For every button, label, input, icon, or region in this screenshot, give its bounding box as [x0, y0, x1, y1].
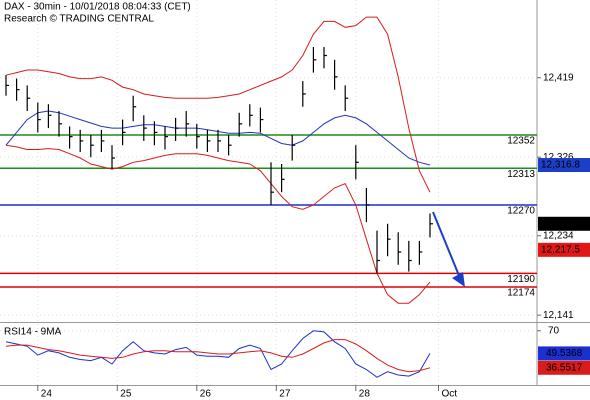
level-label: 12352 [507, 136, 535, 147]
rsi-tag [538, 360, 590, 375]
arrow-head [452, 272, 465, 287]
x-tick-label: 25 [120, 389, 132, 400]
overlay-line [5, 144, 431, 304]
rsi-tag-label: 36.5517 [546, 362, 583, 373]
level-label: 12190 [507, 274, 535, 285]
level-label: 12313 [507, 169, 535, 180]
overlay-line [5, 16, 431, 193]
rsi-panel: 70 [0, 325, 560, 378]
price-tag [538, 242, 590, 257]
price-tag [538, 216, 590, 231]
price-tag-label: 12,217.5 [541, 244, 580, 255]
y-tick-label: 12,419 [543, 72, 574, 83]
chart-title: DAX - 30min - 10/01/2018 08:04:33 (CET) [4, 2, 191, 13]
overlay-layer: 12,316.8 12,248 12,217.5 49.5368 36.5517 [538, 158, 590, 375]
rsi-tag [538, 346, 590, 361]
forecast-arrow [432, 211, 461, 279]
rsi-tag-label: 49.5368 [546, 348, 583, 359]
rsi-y-tick-label: 70 [548, 325, 560, 336]
rsi-title: RSI14 - 9MA [4, 327, 62, 338]
price-tag-label: 12,248 [541, 218, 572, 229]
price-tag [538, 158, 590, 173]
rsi-line [5, 330, 431, 378]
x-tick-label: 26 [200, 389, 212, 400]
y-tick-label: 12,234 [543, 230, 574, 241]
chart-subtitle: Research © TRADING CENTRAL [4, 14, 154, 25]
price-panel: 12,419 12,326 12,234 12,141 24 25 26 27 28 Oct 123… [0, 0, 574, 400]
x-tick-label: 28 [359, 389, 371, 400]
x-tick-label: 27 [279, 389, 291, 400]
y-tick-label: 12,326 [543, 152, 574, 163]
x-tick-label: Oct [441, 389, 457, 400]
x-tick-label: 24 [41, 389, 53, 400]
level-label: 12174 [507, 288, 535, 299]
rsi-line [5, 339, 431, 373]
y-tick-label: 12,141 [543, 310, 574, 321]
level-label: 12270 [507, 206, 535, 217]
price-tag-label: 12,316.8 [541, 160, 580, 171]
